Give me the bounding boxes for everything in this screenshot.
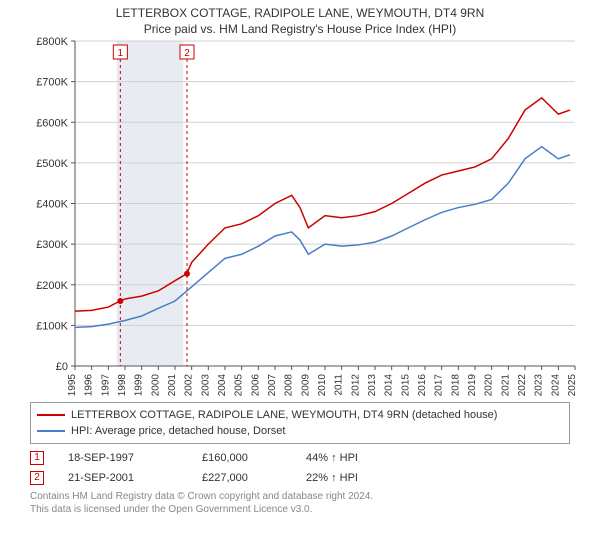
svg-text:£0: £0	[56, 361, 68, 373]
svg-text:2015: 2015	[400, 374, 411, 396]
svg-text:2025: 2025	[567, 374, 578, 396]
svg-text:2001: 2001	[167, 374, 178, 396]
attribution-line2: This data is licensed under the Open Gov…	[30, 503, 570, 516]
svg-text:1: 1	[118, 48, 124, 59]
svg-text:2003: 2003	[200, 374, 211, 396]
event-row: 1 18-SEP-1997 £160,000 44% ↑ HPI	[30, 448, 570, 468]
legend-box: LETTERBOX COTTAGE, RADIPOLE LANE, WEYMOU…	[30, 402, 570, 444]
svg-text:2005: 2005	[234, 374, 245, 396]
svg-text:2016: 2016	[417, 374, 428, 396]
svg-text:2021: 2021	[500, 374, 511, 396]
svg-text:2000: 2000	[150, 374, 161, 396]
svg-text:2007: 2007	[267, 374, 278, 396]
svg-text:1998: 1998	[117, 374, 128, 396]
event-marker: 1	[30, 451, 44, 465]
svg-text:£400K: £400K	[36, 199, 68, 211]
legend-swatch	[37, 430, 65, 432]
svg-text:2006: 2006	[250, 374, 261, 396]
event-table: 1 18-SEP-1997 £160,000 44% ↑ HPI 2 21-SEP-200…	[30, 448, 570, 488]
legend-swatch	[37, 414, 65, 416]
svg-text:2011: 2011	[334, 374, 345, 396]
legend-label: LETTERBOX COTTAGE, RADIPOLE LANE, WEYMOU…	[71, 407, 497, 423]
price-chart: £0 £100K £200K £300K £400K £500K £600K £700K £80…	[20, 36, 580, 396]
svg-text:1995: 1995	[67, 374, 78, 396]
svg-text:2002: 2002	[184, 374, 195, 396]
svg-text:1996: 1996	[84, 374, 95, 396]
event-date: 21-SEP-2001	[68, 468, 178, 488]
svg-text:2012: 2012	[350, 374, 361, 396]
svg-text:£100K: £100K	[36, 320, 68, 332]
legend-row: LETTERBOX COTTAGE, RADIPOLE LANE, WEYMOU…	[37, 407, 563, 423]
attribution-line1: Contains HM Land Registry data © Crown c…	[30, 490, 570, 503]
event-price: £227,000	[202, 468, 282, 488]
svg-text:£500K: £500K	[36, 158, 68, 170]
svg-text:2019: 2019	[467, 374, 478, 396]
svg-text:2008: 2008	[284, 374, 295, 396]
svg-text:2023: 2023	[534, 374, 545, 396]
event-date: 18-SEP-1997	[68, 448, 178, 468]
svg-text:2024: 2024	[550, 374, 561, 396]
event-diff: 44% ↑ HPI	[306, 448, 406, 468]
legend-row: HPI: Average price, detached house, Dors…	[37, 423, 563, 439]
title-block: LETTERBOX COTTAGE, RADIPOLE LANE, WEYMOU…	[0, 0, 600, 36]
sub-title: Price paid vs. HM Land Registry's House …	[0, 22, 600, 36]
svg-text:2017: 2017	[434, 374, 445, 396]
svg-text:1999: 1999	[134, 374, 145, 396]
main-title: LETTERBOX COTTAGE, RADIPOLE LANE, WEYMOU…	[0, 6, 600, 20]
svg-text:2022: 2022	[517, 374, 528, 396]
svg-text:2018: 2018	[450, 374, 461, 396]
legend-label: HPI: Average price, detached house, Dors…	[71, 423, 285, 439]
svg-text:£700K: £700K	[36, 77, 68, 89]
event-diff: 22% ↑ HPI	[306, 468, 406, 488]
svg-text:£200K: £200K	[36, 280, 68, 292]
attribution: Contains HM Land Registry data © Crown c…	[30, 490, 570, 516]
svg-text:£800K: £800K	[36, 36, 68, 48]
event-row: 2 21-SEP-2001 £227,000 22% ↑ HPI	[30, 468, 570, 488]
svg-text:2: 2	[184, 48, 190, 59]
svg-text:2009: 2009	[300, 374, 311, 396]
event-marker: 2	[30, 471, 44, 485]
event-price: £160,000	[202, 448, 282, 468]
svg-text:£600K: £600K	[36, 117, 68, 129]
svg-text:£300K: £300K	[36, 239, 68, 251]
svg-text:2014: 2014	[384, 374, 395, 396]
svg-text:2010: 2010	[317, 374, 328, 396]
svg-text:1997: 1997	[100, 374, 111, 396]
svg-text:2020: 2020	[484, 374, 495, 396]
svg-text:2013: 2013	[367, 374, 378, 396]
svg-text:2004: 2004	[217, 374, 228, 396]
